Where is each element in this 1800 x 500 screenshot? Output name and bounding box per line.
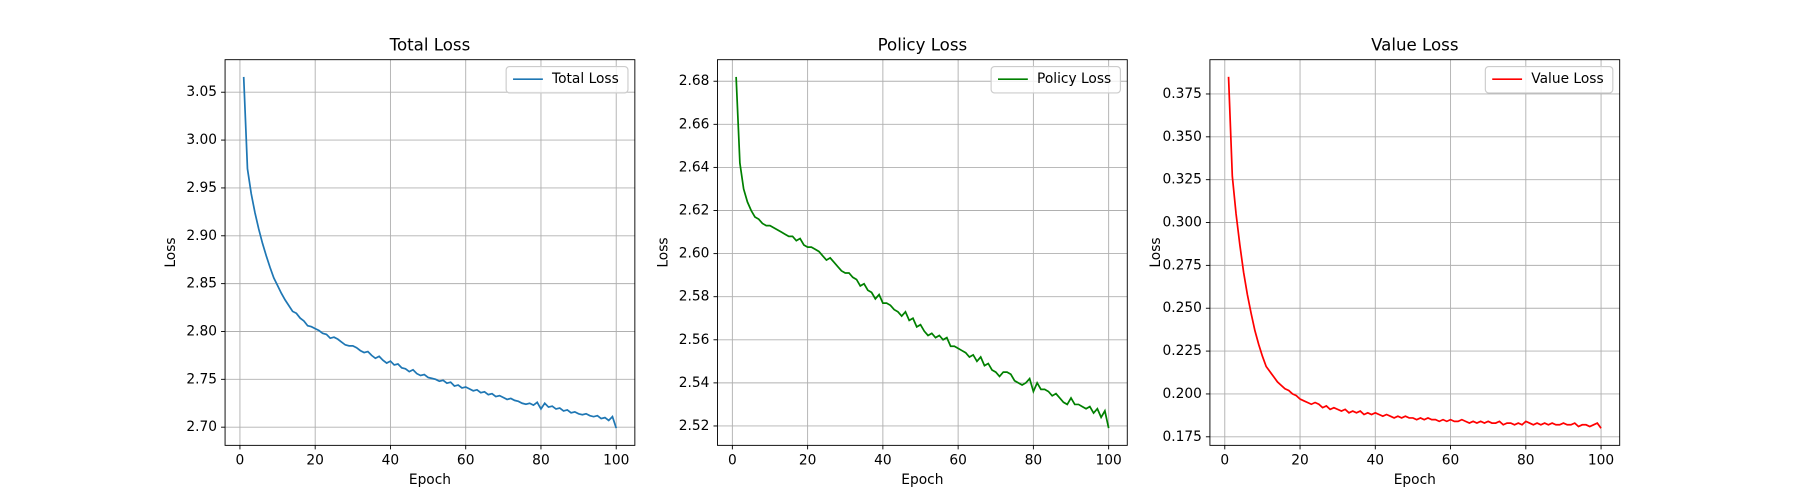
line-series: [1227, 76, 1602, 429]
y-tick-label: 3.00: [186, 132, 217, 148]
x-tick-label: 60: [949, 452, 967, 468]
x-tick-label: 0: [236, 452, 245, 468]
y-tick-label: 0.325: [1162, 172, 1201, 188]
x-tick-label: 20: [306, 452, 324, 468]
y-tick-label: 2.68: [679, 73, 710, 89]
x-tick-label: 100: [603, 452, 629, 468]
y-tick-label: 2.90: [186, 228, 217, 244]
y-axis-label: Loss: [163, 237, 179, 267]
y-tick-label: 2.62: [679, 203, 710, 219]
axes-frame: [1209, 59, 1621, 446]
legend: Value Loss: [1484, 66, 1614, 94]
x-tick-label: 80: [1025, 452, 1043, 468]
y-tick-label: 0.250: [1162, 300, 1201, 316]
x-axis-label: Epoch: [1394, 472, 1436, 488]
plot-area: [717, 59, 1128, 446]
chart-title: Value Loss: [1371, 35, 1458, 54]
axes-frame: [717, 59, 1128, 446]
y-tick-label: 2.75: [186, 371, 217, 387]
y-tick-label: 0.225: [1162, 343, 1201, 359]
legend-label: Policy Loss: [1037, 71, 1111, 87]
y-tick-label: 0.175: [1162, 429, 1201, 445]
legend: Policy Loss: [990, 66, 1121, 94]
legend-label: Total Loss: [551, 71, 619, 87]
legend-box: [990, 66, 1121, 94]
y-tick-label: 2.66: [679, 116, 710, 132]
y-tick-label: 2.60: [679, 246, 710, 262]
x-axis-label: Epoch: [901, 472, 943, 488]
y-tick-label: 2.56: [679, 332, 710, 348]
y-tick-label: 2.54: [679, 375, 710, 391]
x-tick-label: 40: [1367, 452, 1385, 468]
x-tick-label: 100: [1588, 452, 1614, 468]
x-tick-label: 60: [457, 452, 475, 468]
x-tick-label: 20: [799, 452, 817, 468]
y-tick-label: 2.64: [679, 159, 710, 175]
chart-title: Total Loss: [389, 35, 471, 54]
plot-area: [1209, 59, 1620, 446]
x-tick-label: 0: [728, 452, 737, 468]
line-series: [735, 76, 1110, 429]
y-tick-label: 0.200: [1162, 386, 1201, 402]
y-tick-label: 2.70: [186, 419, 217, 435]
legend: Total Loss: [505, 66, 629, 94]
y-tick-label: 2.95: [186, 180, 217, 196]
y-tick-label: 3.05: [186, 84, 217, 100]
x-axis-label: Epoch: [409, 472, 451, 488]
y-tick-label: 0.375: [1162, 86, 1201, 102]
y-tick-label: 0.350: [1162, 129, 1201, 145]
legend-box: [505, 66, 629, 94]
x-tick-label: 40: [874, 452, 892, 468]
x-tick-label: 60: [1442, 452, 1460, 468]
legend-label: Value Loss: [1531, 71, 1603, 87]
y-tick-label: 2.80: [186, 323, 217, 339]
y-tick-label: 0.300: [1162, 215, 1201, 231]
y-tick-label: 0.275: [1162, 257, 1201, 273]
x-tick-label: 20: [1291, 452, 1309, 468]
line-series: [242, 76, 618, 429]
x-tick-label: 80: [1517, 452, 1535, 468]
y-tick-label: 2.58: [679, 289, 710, 305]
x-tick-label: 0: [1220, 452, 1229, 468]
x-tick-label: 80: [532, 452, 550, 468]
axes-frame: [224, 59, 636, 446]
y-axis-label: Loss: [656, 237, 672, 267]
x-tick-label: 40: [382, 452, 400, 468]
y-tick-label: 2.85: [186, 276, 217, 292]
legend-box: [1484, 66, 1614, 94]
y-tick-label: 2.52: [679, 418, 710, 434]
x-tick-label: 100: [1096, 452, 1122, 468]
chart-title: Policy Loss: [878, 35, 968, 54]
plot-area: [225, 59, 635, 446]
y-axis-label: Loss: [1148, 237, 1164, 267]
